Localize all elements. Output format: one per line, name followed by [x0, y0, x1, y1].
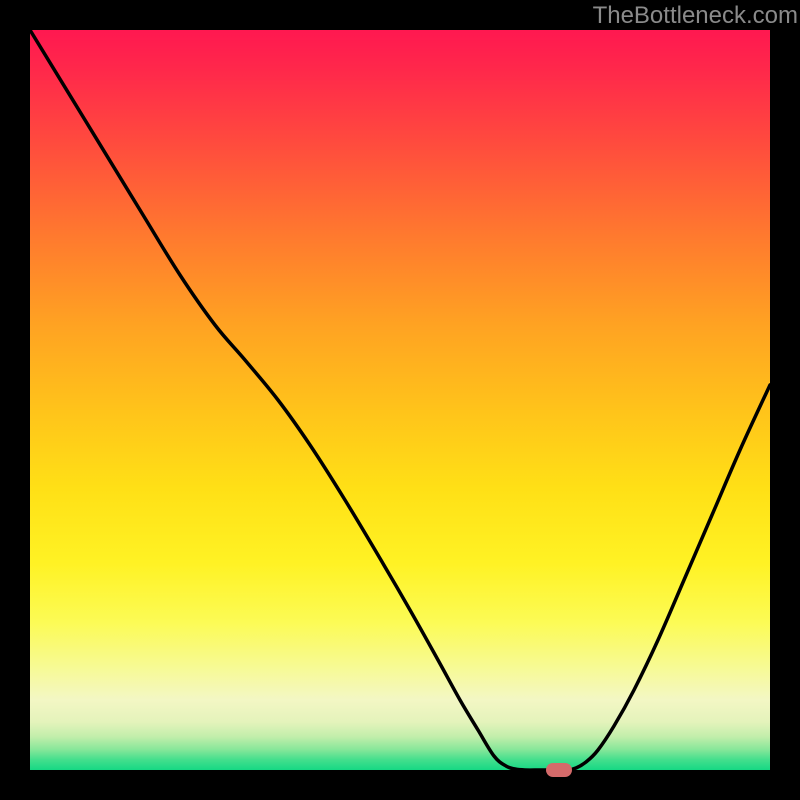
chart-stage: TheBottleneck.com [0, 0, 800, 800]
curve-layer [0, 0, 800, 800]
bottleneck-curve [30, 30, 770, 770]
watermark-text: TheBottleneck.com [593, 2, 798, 30]
bottleneck-minimum-marker [546, 763, 572, 777]
